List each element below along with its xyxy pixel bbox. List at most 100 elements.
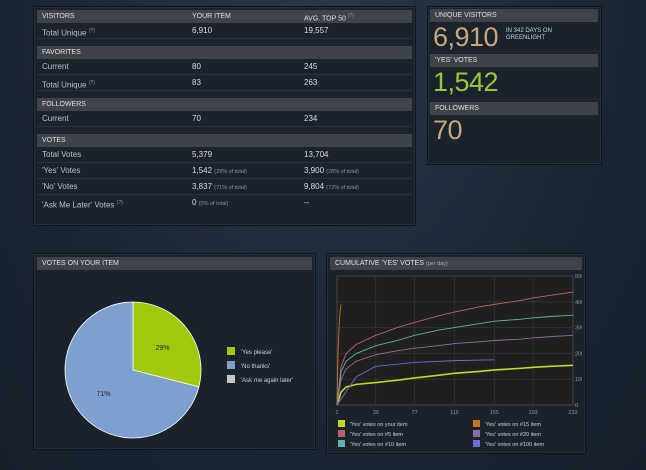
legend-swatch: [473, 430, 480, 437]
avg-value: --: [304, 198, 310, 207]
header-visitors: VISITORS: [42, 13, 75, 20]
avg-value: 9,804: [304, 182, 325, 191]
series-line: [336, 291, 574, 406]
y-tick-label: 5000: [575, 274, 582, 280]
legend-swatch: [227, 347, 235, 355]
plot-area: [336, 275, 574, 406]
favorites-header: FAVORITES: [37, 46, 412, 59]
your-value: 5,379: [192, 150, 213, 159]
x-tick-label: 39: [373, 410, 379, 416]
your-value: 0: [192, 198, 197, 207]
x-tick-label: 1: [335, 410, 338, 416]
header-avg-top50: AVG. TOP 50 (?): [304, 10, 412, 23]
cumulative-votes-panel: CUMULATIVE 'YES' VOTES (per day) 0 1000 20…: [326, 253, 587, 454]
yes-votes-header: 'YES' VOTES: [430, 54, 598, 67]
series-line: [336, 304, 342, 406]
avg-value: 245: [304, 62, 318, 71]
legend-swatch: [227, 375, 235, 383]
header-followers: FOLLOWERS: [42, 101, 86, 108]
avg-value: 19,557: [304, 26, 329, 35]
row-label: Current: [42, 114, 69, 123]
x-tick-label: 193: [529, 410, 538, 416]
header-avg-label: AVG. TOP 50: [304, 15, 346, 23]
avg-value: 3,900: [304, 166, 325, 175]
legend-label: 'Yes' votes on #5 item: [350, 432, 403, 438]
line-panel-title: CUMULATIVE 'YES' VOTES (per day): [330, 257, 582, 270]
help-icon[interactable]: (?): [347, 13, 354, 19]
avg-value: 234: [304, 114, 318, 123]
votes-header: VOTES: [37, 134, 412, 147]
header-favorites: FAVORITES: [42, 49, 81, 56]
help-icon[interactable]: (?): [88, 28, 95, 34]
your-pct: (29% of total): [214, 169, 247, 175]
legend-swatch: [338, 430, 345, 437]
line-title-note: (per day): [425, 261, 448, 267]
table-row: Total Unique (?) 6,910 19,557: [37, 23, 412, 39]
line-chart: 0 1000 2000 3000 4000 5000 1 39 77 116 155 193 232 'Y…: [335, 274, 587, 448]
row-label: Total Unique: [42, 28, 87, 38]
y-tick-label: 2000: [575, 351, 582, 357]
row-label: 'Ask Me Later' Votes: [42, 200, 115, 210]
legend-label: 'No thanks': [241, 364, 270, 370]
your-value: 70: [192, 114, 201, 123]
legend-label: 'Yes' votes on #15 item: [485, 422, 541, 428]
help-icon[interactable]: (?): [88, 80, 95, 86]
unique-visitors-header: UNIQUE VISITORS: [430, 9, 598, 22]
table-row: Current 80 245: [37, 59, 412, 75]
pie-slice-label: 29%: [156, 345, 170, 352]
legend-label: 'Yes' votes on #10 item: [350, 442, 406, 448]
votes-pie-panel: VOTES ON YOUR ITEM 29% 71% 'Yes please' 'No…: [33, 253, 316, 450]
avg-value: 263: [304, 78, 318, 87]
legend-swatch: [227, 361, 235, 369]
followers-summary-header: FOLLOWERS: [430, 102, 598, 115]
series-line: [336, 359, 495, 406]
unique-visitors-note: IN 342 DAYS ON GREENLIGHT: [506, 28, 552, 41]
your-value: 3,837: [192, 182, 213, 191]
your-value: 83: [192, 78, 201, 87]
pie-slice: [132, 301, 202, 388]
pie-chart: 29% 71% 'Yes please' 'No thanks' 'Ask me aga…: [64, 301, 293, 439]
row-label: Total Unique: [42, 80, 87, 90]
header-your-item: YOUR ITEM: [192, 13, 231, 20]
legend-label: 'Yes please': [241, 350, 272, 356]
x-tick-label: 77: [412, 410, 418, 416]
series-line: [336, 314, 574, 406]
legend-label: 'Yes' votes on your item: [350, 422, 408, 428]
table-row: Total Votes 5,379 13,704: [37, 147, 412, 163]
x-tick-label: 116: [450, 410, 459, 416]
legend-label: 'Yes' votes on #20 item: [485, 432, 541, 438]
x-tick-label: 155: [490, 410, 499, 416]
avg-pct: (72% of total): [326, 185, 359, 191]
legend-label: 'Ask me again later': [241, 378, 293, 384]
y-tick-label: 0: [575, 403, 578, 409]
avg-pct: (28% of total): [326, 169, 359, 175]
table-row: Total Unique (?) 83 263: [37, 75, 412, 91]
unique-visitors-value: 6,910: [433, 22, 499, 52]
series-line: [336, 334, 574, 406]
y-tick-label: 4000: [575, 300, 582, 306]
table-row: 'Yes' Votes 1,542 (29% of total) 3,900 (…: [37, 163, 412, 179]
y-tick-label: 3000: [575, 326, 582, 332]
x-tick-label: 232: [568, 410, 577, 416]
help-icon[interactable]: (?): [116, 200, 123, 206]
legend-swatch: [473, 420, 480, 427]
your-pct: (71% of total): [214, 185, 247, 191]
followers-header: FOLLOWERS: [37, 98, 412, 111]
stats-table: VISITORS YOUR ITEM AVG. TOP 50 (?) Total…: [33, 6, 416, 226]
yes-votes-value: 1,542: [433, 67, 499, 97]
followers-summary-value: 70: [433, 115, 463, 145]
legend-swatch: [473, 440, 480, 447]
your-value: 1,542: [192, 166, 213, 175]
table-row: 'Ask Me Later' Votes (?) 0 (0% of total)…: [37, 195, 412, 211]
your-value: 6,910: [192, 26, 213, 35]
table-row: Current 70 234: [37, 111, 412, 127]
legend-swatch: [338, 420, 345, 427]
row-label: 'No' Votes: [42, 182, 78, 191]
row-label: 'Yes' Votes: [42, 166, 81, 175]
row-label: Total Votes: [42, 150, 82, 159]
avg-value: 13,704: [304, 150, 329, 159]
table-row: 'No' Votes 3,837 (71% of total) 9,804 (7…: [37, 179, 412, 195]
pie-slice: [64, 301, 200, 439]
your-value: 80: [192, 62, 201, 71]
row-label: Current: [42, 62, 69, 71]
